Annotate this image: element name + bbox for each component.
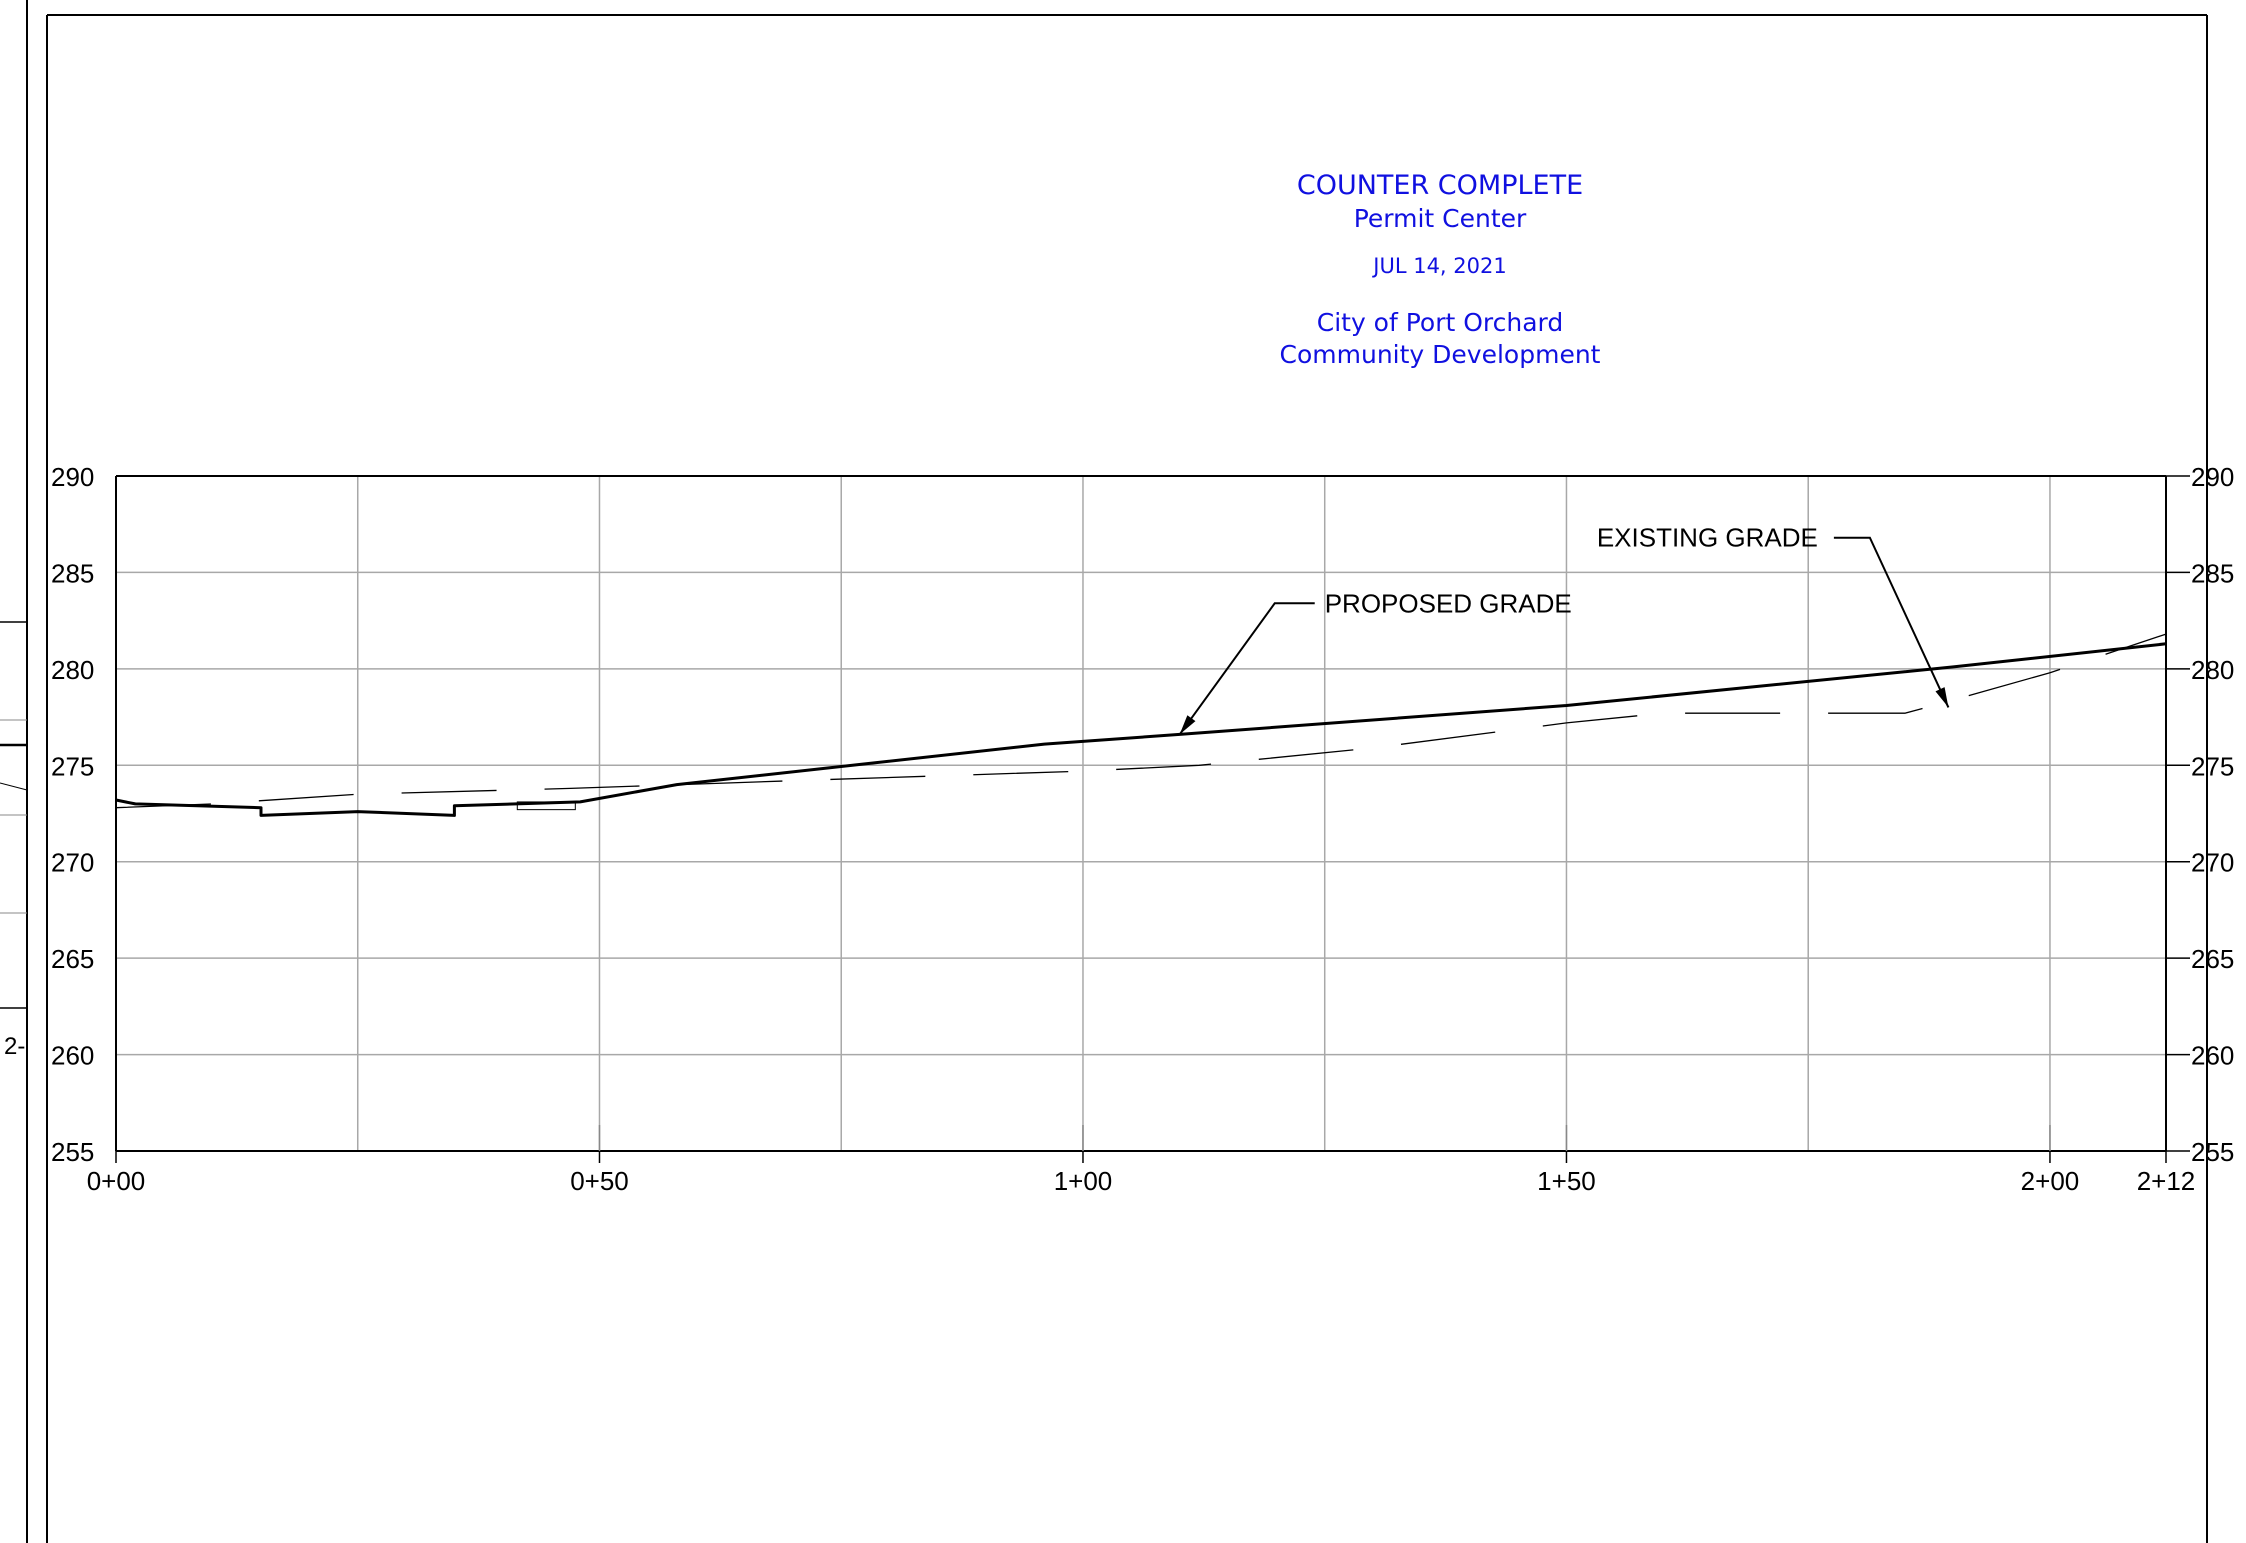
adjacent-sheet-label: 2- [4, 1033, 25, 1060]
y-tick-label-left: 260 [51, 1041, 94, 1071]
existing-grade-line [115, 633, 2167, 809]
y-tick-label-left: 270 [51, 848, 94, 878]
structure-detail [516, 801, 576, 811]
stamp-date: JUL 14, 2021 [1373, 254, 1507, 278]
y-tick-label-left: 265 [51, 944, 94, 974]
y-tick-label-right: 280 [2191, 655, 2234, 685]
stamp-department: Community Development [1279, 340, 1601, 369]
existing-grade-label: EXISTING GRADE [1597, 523, 1818, 553]
stamp-title: COUNTER COMPLETE [1296, 170, 1584, 201]
y-tick-label-right: 265 [2191, 944, 2234, 974]
adjacent-sheet-fragment: 2- [0, 621, 28, 1060]
y-tick-label-right: 270 [2191, 848, 2234, 878]
stamp-city: City of Port Orchard [1316, 308, 1564, 337]
x-tick-label: 2+12 [2137, 1166, 2196, 1196]
x-tick-label: 2+00 [2021, 1166, 2080, 1196]
y-tick-label-left: 290 [51, 462, 94, 492]
existing-grade-arrowhead [1935, 687, 1949, 708]
y-tick-label-right: 285 [2191, 558, 2234, 588]
x-tick-label: 1+50 [1537, 1166, 1596, 1196]
y-tick-label-right: 260 [2191, 1041, 2234, 1071]
y-tick-label-left: 285 [51, 558, 94, 588]
y-tick-label-right: 255 [2191, 1137, 2234, 1167]
y-tick-label-left: 255 [51, 1137, 94, 1167]
proposed-grade-leader [1178, 602, 1315, 736]
stamp-subtitle: Permit Center [1353, 204, 1527, 233]
x-tick-label: 1+00 [1054, 1166, 1113, 1196]
y-tick-label-right: 290 [2191, 462, 2234, 492]
proposed-grade-arrowhead [1179, 715, 1196, 735]
grade-profile-chart: 255 255 260 260 265 265 270 270 275 275 280 280 285 2… [51, 462, 2234, 1196]
proposed-grade-label: PROPOSED GRADE [1325, 588, 1572, 618]
y-tick-label-right: 275 [2191, 751, 2234, 781]
y-tick-label-left: 275 [51, 751, 94, 781]
y-tick-label-left: 280 [51, 655, 94, 685]
x-tick-label: 0+00 [87, 1166, 146, 1196]
existing-grade-leader [1833, 536, 1950, 708]
x-tick-label: 0+50 [570, 1166, 629, 1196]
